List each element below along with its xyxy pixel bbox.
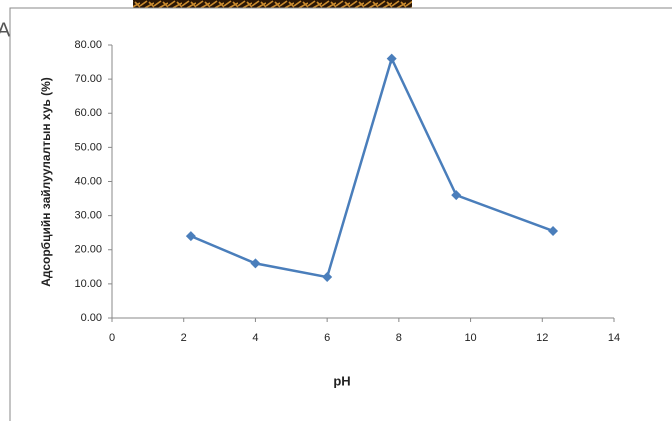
series-line (190, 55, 554, 279)
x-tick-label: 0 (109, 332, 115, 344)
y-tick-label: 80.00 (74, 39, 102, 51)
y-tick-label: 10.00 (74, 278, 102, 290)
data-point (386, 53, 397, 64)
data-point (185, 231, 196, 242)
x-axis-title: pH (333, 373, 350, 388)
top-image (133, 0, 412, 8)
x-tick-label: 10 (464, 332, 476, 344)
chart-border (9, 7, 672, 421)
y-tick-label: 40.00 (74, 175, 102, 187)
y-tick-label: 60.00 (74, 107, 102, 119)
y-tick-label: 20.00 (74, 244, 102, 256)
x-tick-label: 12 (536, 332, 548, 344)
x-tick-label: 6 (324, 332, 330, 344)
y-tick-label: 30.00 (74, 210, 102, 222)
x-tick-label: 2 (181, 332, 187, 344)
y-tick-label: 50.00 (74, 141, 102, 153)
x-tick-label: 4 (252, 332, 258, 344)
data-point (322, 272, 333, 283)
data-point (548, 225, 559, 236)
y-axis-title: Адсорбцийн зайлуулалтын хуь (%) (39, 77, 53, 287)
x-tick-label: 8 (396, 332, 402, 344)
data-point (250, 258, 261, 269)
y-tick-label: 0.00 (81, 312, 102, 324)
y-tick-label: 70.00 (74, 73, 102, 85)
x-tick-label: 14 (608, 332, 620, 344)
data-point (451, 190, 462, 201)
fragment-text: A (0, 19, 11, 41)
